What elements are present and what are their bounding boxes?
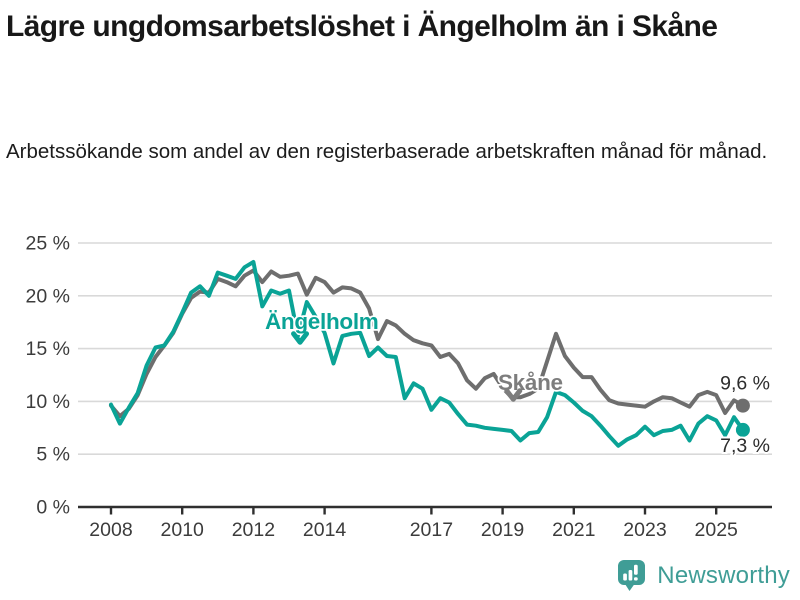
series-label-angelholm: Ängelholm <box>265 309 379 334</box>
series-end-value-label-skane: 9,6 % <box>720 373 770 395</box>
x-tick-label: 2025 <box>695 519 739 541</box>
y-tick-label: 15 % <box>26 338 70 360</box>
y-tick-label: 25 % <box>26 233 70 255</box>
series-label-arrow-skane <box>504 388 523 402</box>
newsworthy-wordmark: Newsworthy <box>657 561 790 589</box>
x-tick-label: 2012 <box>232 519 275 541</box>
chart-subtitle: Arbetssökande som andel av den registerb… <box>6 140 768 163</box>
y-tick-label: 20 % <box>26 285 70 307</box>
y-tick-label: 5 % <box>36 444 70 466</box>
series-end-value-label-angelholm: 7,3 % <box>720 435 770 457</box>
chart-title: Lägre ungdomsarbetslöshet i Ängelholm än… <box>6 10 718 43</box>
newsworthy-logo: Newsworthy <box>617 559 790 592</box>
x-tick-label: 2010 <box>161 519 205 541</box>
x-tick-label: 2014 <box>303 519 347 541</box>
x-tick-label: 2023 <box>623 519 666 541</box>
series-line-angelholm <box>109 260 745 448</box>
x-tick-label: 2008 <box>89 519 132 541</box>
series-end-dot-angelholm <box>735 422 750 437</box>
series-end-dot-skane <box>735 398 750 413</box>
series-label-arrow-angelholm <box>291 331 310 345</box>
y-tick-label: 0 % <box>36 497 70 519</box>
x-tick-label: 2017 <box>410 519 453 541</box>
x-tick-label: 2019 <box>481 519 524 541</box>
x-tick-label: 2021 <box>552 519 595 541</box>
y-tick-label: 10 % <box>26 391 70 413</box>
newsworthy-logo-icon <box>618 560 646 591</box>
